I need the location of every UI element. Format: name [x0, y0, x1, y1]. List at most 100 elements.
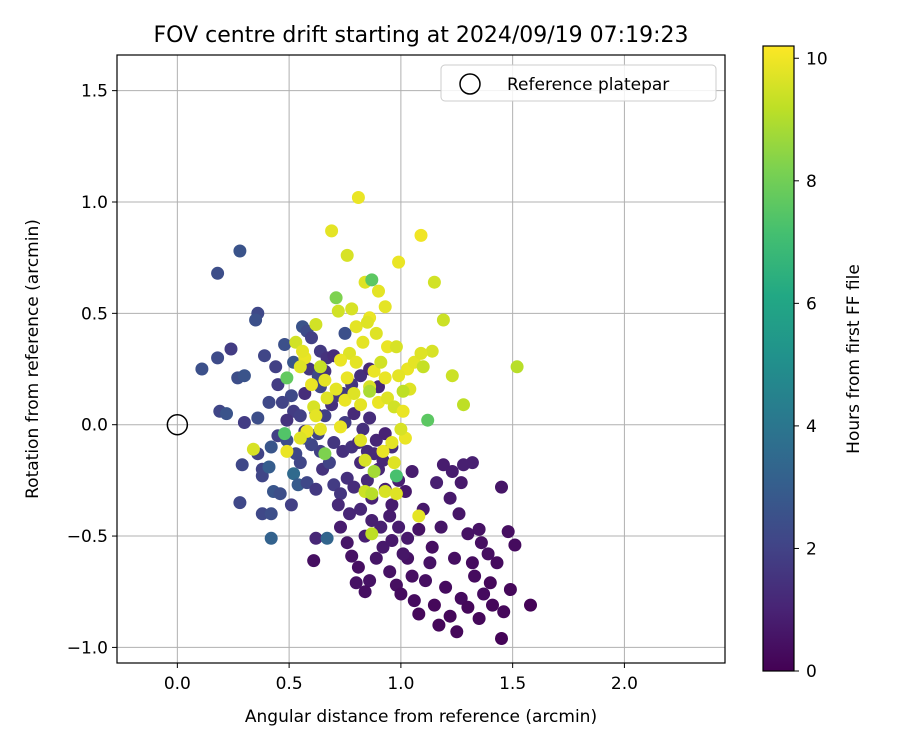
grid-lines — [117, 55, 725, 663]
data-point — [432, 618, 446, 632]
y-tick-label: 0.0 — [81, 416, 108, 436]
data-point — [269, 360, 283, 374]
data-point — [329, 382, 343, 396]
data-point — [327, 436, 341, 449]
y-tick-label: −1.0 — [67, 638, 108, 658]
data-point — [414, 346, 428, 360]
data-point — [356, 422, 370, 436]
data-point — [334, 353, 347, 367]
data-point — [235, 458, 249, 472]
data-point — [354, 502, 368, 516]
data-point — [490, 556, 504, 570]
data-point — [320, 531, 334, 545]
data-point — [224, 342, 238, 356]
data-point — [280, 371, 294, 385]
data-point — [369, 326, 383, 340]
data-point — [347, 407, 361, 421]
data-point — [258, 349, 271, 363]
colorbar-tick-label: 2 — [806, 539, 817, 559]
data-point — [313, 422, 327, 436]
data-point — [452, 507, 466, 521]
data-point — [309, 409, 323, 423]
x-tick-label: 2.0 — [611, 674, 638, 694]
data-point — [275, 395, 289, 409]
data-point — [372, 284, 385, 298]
colorbar-ticks: 0 2 4 6 8 10 — [794, 49, 828, 682]
chart-title: FOV centre drift starting at 2024/09/19 … — [154, 23, 689, 48]
data-point — [365, 273, 379, 287]
data-point — [320, 391, 334, 405]
reference-platepar-marker — [166, 413, 189, 436]
data-point — [407, 594, 421, 608]
data-point — [340, 536, 354, 550]
colorbar-tick-label: 6 — [806, 294, 817, 314]
data-point — [414, 228, 428, 242]
data-point — [293, 360, 307, 374]
data-point — [233, 244, 247, 258]
data-point — [421, 413, 435, 427]
data-point — [416, 360, 430, 374]
data-point — [510, 360, 524, 374]
data-point — [439, 580, 453, 594]
data-point — [351, 560, 365, 574]
data-point — [327, 478, 341, 492]
data-point — [340, 471, 354, 485]
colorbar-gradient — [762, 45, 795, 672]
data-point — [360, 315, 374, 329]
data-point — [401, 531, 415, 545]
data-point — [298, 387, 312, 400]
data-point — [251, 411, 265, 425]
data-point — [195, 362, 209, 376]
data-point — [255, 507, 269, 521]
data-point — [349, 320, 363, 334]
data-point — [367, 364, 381, 378]
y-axis-ticks: −1.0 −0.5 0.0 0.5 1.0 1.5 — [67, 82, 117, 658]
data-point — [264, 531, 278, 545]
data-point — [450, 625, 464, 639]
data-point — [474, 536, 488, 550]
data-point — [465, 456, 479, 470]
data-point — [389, 469, 403, 483]
data-point — [367, 465, 381, 478]
colorbar-tick-label: 8 — [806, 172, 817, 192]
data-point — [255, 469, 269, 483]
data-point — [434, 520, 448, 534]
data-point — [289, 335, 303, 349]
data-point — [365, 487, 379, 501]
data-point — [430, 476, 444, 490]
data-point — [220, 407, 233, 421]
data-point — [445, 465, 459, 478]
data-point — [293, 456, 307, 470]
plot-frame — [116, 54, 726, 664]
data-point — [278, 338, 292, 351]
data-point — [503, 583, 517, 596]
data-point — [369, 551, 383, 565]
data-point — [443, 609, 457, 623]
data-point — [374, 355, 388, 369]
data-point — [383, 565, 397, 579]
data-point — [343, 346, 356, 360]
data-point — [338, 326, 352, 340]
data-point — [508, 538, 522, 552]
data-points — [195, 191, 537, 645]
data-point — [374, 520, 388, 534]
data-point — [445, 369, 459, 383]
data-point — [280, 444, 294, 458]
data-point — [396, 404, 410, 418]
data-point — [369, 433, 383, 447]
data-point — [284, 498, 298, 512]
data-point — [351, 191, 365, 204]
colorbar-tick-label: 10 — [806, 49, 828, 69]
data-point — [381, 340, 394, 354]
data-point — [392, 255, 406, 269]
data-point — [443, 491, 457, 505]
data-point — [271, 378, 285, 392]
data-point — [329, 291, 343, 305]
data-point — [405, 465, 419, 478]
data-point — [309, 318, 323, 331]
data-point — [354, 398, 368, 412]
data-point — [365, 514, 379, 527]
data-point — [365, 527, 379, 541]
data-point — [461, 527, 475, 541]
data-point — [412, 607, 426, 621]
